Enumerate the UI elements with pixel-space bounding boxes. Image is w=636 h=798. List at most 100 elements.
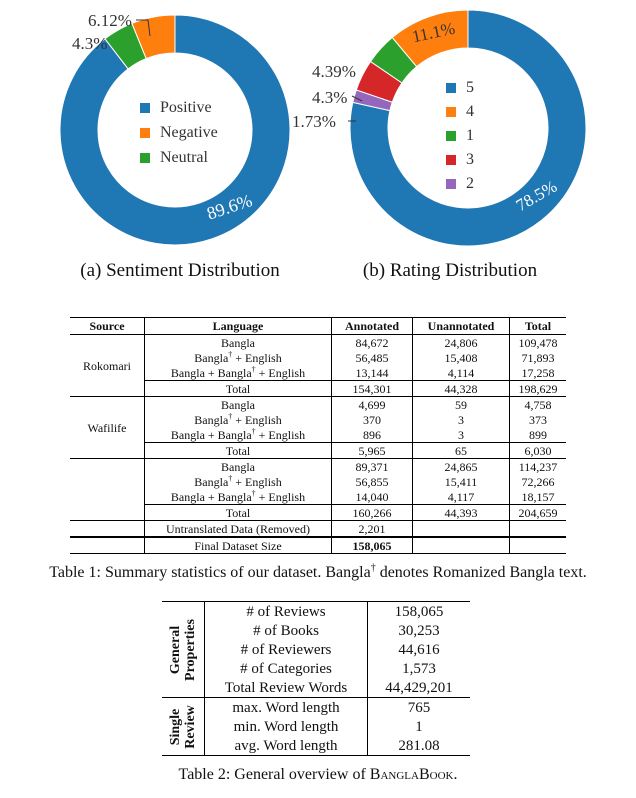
legend-swatch	[446, 179, 456, 189]
annotated-cell: 370	[331, 412, 413, 427]
empty-cell	[509, 520, 566, 537]
annotated-cell: 84,672	[331, 334, 413, 350]
slice-neutral	[104, 22, 147, 70]
table2-caption: Table 2: General overview of BanglaBook.	[0, 766, 636, 784]
overview-row: General Properties # of Reviews 158,065	[162, 601, 470, 698]
annotated-cell: 4,699	[331, 396, 413, 412]
dagger-sup: †	[251, 488, 256, 498]
unannotated-cell: 15,411	[412, 474, 510, 489]
source-cell: Wafilife	[70, 396, 145, 459]
table2-caption-prefix: Table 2: General overview of	[178, 766, 370, 783]
donut-charts-figure: 89.6%6.12%4.3%PositiveNegativeNeutral78.…	[59, 9, 587, 247]
overview-body: General Properties # of Reviews 158,065 # of…	[162, 601, 470, 756]
total-cell: 204,659	[509, 504, 566, 521]
table1-caption-rest: denotes Romanized Bangla text.	[375, 564, 587, 581]
table1-caption-main: Table 1: Summary statistics of our datas…	[49, 564, 371, 581]
annotated-cell: 89,371	[331, 458, 413, 474]
language-text: Bangla + Bangla	[170, 427, 252, 442]
property-cell: avg. Word length	[204, 736, 368, 756]
row-value: 158,065	[331, 536, 413, 554]
property-cell: min. Word length	[204, 717, 368, 736]
language-cell: Bangla + Bangla† + English	[144, 488, 332, 505]
language-text: Bangla + Bangla	[170, 365, 252, 380]
legend-label: Negative	[160, 124, 218, 141]
language-text: Bangla	[221, 459, 255, 474]
table-row: Bangla 89,371 24,865 114,237	[70, 458, 566, 521]
final-dataset-row: Final Dataset Size 158,065	[70, 536, 566, 554]
property-cell: # of Categories	[204, 659, 368, 678]
dagger-sup: †	[228, 411, 233, 421]
legend-label: 4	[466, 103, 474, 120]
empty-cell	[412, 520, 510, 537]
language-text: Bangla	[221, 335, 255, 350]
language-rest: + English	[232, 350, 282, 365]
unannotated-cell: 44,393	[412, 504, 510, 521]
total-cell: 109,478	[518, 335, 558, 350]
table-row: Bangla† + English 56,485 15,408 71,893	[70, 350, 566, 365]
legend-label: 3	[466, 151, 474, 168]
header-unannotated: Unannotated	[412, 317, 510, 335]
rotated-group-label: General Properties	[168, 619, 198, 681]
language-cell: Bangla† + English	[144, 411, 332, 427]
table2-caption-suffix: .	[453, 766, 458, 783]
total-cell: 899	[529, 427, 547, 442]
annotated-cell: 56,855	[331, 474, 413, 489]
dagger-sup: †	[251, 364, 256, 374]
language-cell: Bangla	[144, 334, 332, 350]
row-label: Untranslated Data (Removed)	[144, 520, 332, 537]
language-text: Bangla	[194, 350, 229, 365]
language-rest: + English	[255, 427, 306, 442]
legend-swatch	[446, 131, 456, 141]
legend-label: 2	[466, 175, 474, 192]
language-text: Bangla	[194, 412, 229, 427]
group-label-line1: Single	[168, 708, 183, 745]
language-text: Total	[225, 443, 251, 458]
total-cell: 114,237	[509, 458, 566, 474]
language-text: Total	[225, 505, 251, 520]
language-text: Total	[225, 381, 251, 396]
table-row: Bangla + Bangla† + English 14,040 4,117 18,…	[70, 489, 566, 505]
unannotated-cell: 4,114	[412, 365, 510, 381]
table-body: Rokomari Bangla 84,672 24,806 109,478 Bangla†…	[70, 334, 566, 554]
annotated-cell: 160,266	[331, 504, 413, 521]
total-cell: 17,258	[521, 365, 555, 380]
group-label-line2: Review	[183, 704, 198, 749]
language-cell: Total	[144, 442, 332, 459]
slice-positive	[59, 14, 291, 246]
group-label-line2: Properties	[183, 618, 198, 681]
slice-label: 4.3%	[312, 88, 347, 107]
overview-row: Single Review max. Word length 765	[162, 697, 470, 756]
header-annotated: Annotated	[331, 317, 413, 335]
empty-cell	[70, 536, 145, 554]
table-row: Rokomari Bangla 84,672 24,806 109,478	[70, 334, 566, 397]
dagger-sup: †	[251, 426, 256, 436]
slice-4	[391, 9, 469, 68]
general-overview-table: General Properties # of Reviews 158,065 # of…	[162, 601, 470, 756]
total-cell: 373	[529, 412, 547, 427]
table-header-row: Source Language Annotated Unannotated To…	[70, 317, 566, 335]
property-cell: max. Word length	[204, 697, 368, 717]
dagger-sup: †	[370, 562, 376, 574]
total-cell: 71,893	[521, 350, 555, 365]
value-cell: 44,429,201	[385, 679, 453, 696]
legend-label: Neutral	[160, 149, 209, 166]
chart-b-caption: (b) Rating Distribution	[362, 260, 538, 281]
source-cell	[70, 458, 145, 521]
language-rest: + English	[232, 474, 282, 489]
unannotated-cell: 4,117	[412, 489, 510, 505]
group-label-line1: General	[168, 625, 183, 674]
language-rest: + English	[232, 412, 282, 427]
value-cell: 765	[367, 697, 470, 717]
language-text: Bangla	[194, 474, 229, 489]
group-label: General Properties	[162, 601, 205, 698]
slice-2	[352, 89, 393, 112]
property-cell: # of Reviewers	[204, 640, 368, 659]
legend-swatch	[446, 155, 456, 165]
slice-label: 1.73%	[292, 112, 336, 131]
overview-row: # of Reviewers 44,616	[162, 640, 470, 659]
empty-cell	[509, 536, 566, 554]
table-row: Bangla + Bangla† + English 13,144 4,114 17,…	[70, 365, 566, 381]
value-cell: 44,616	[398, 641, 440, 658]
value-cell: 281.08	[367, 736, 470, 756]
